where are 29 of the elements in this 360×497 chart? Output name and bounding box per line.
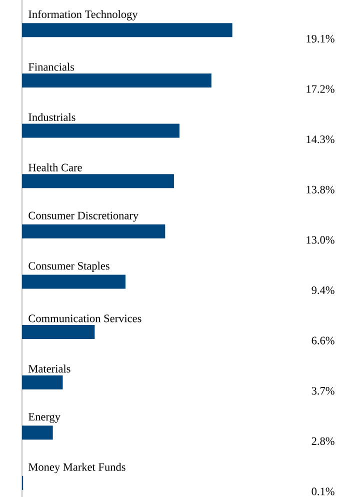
bar — [22, 426, 53, 440]
data-label: 13.0% — [306, 236, 334, 244]
bar — [22, 174, 174, 188]
data-label: 13.8% — [306, 186, 334, 194]
y-tick-label: Industrials — [28, 113, 76, 122]
y-tick-label: Health Care — [28, 163, 82, 172]
y-tick-label: Materials — [28, 364, 70, 373]
bar — [22, 274, 126, 289]
y-tick-label: Financials — [28, 62, 74, 71]
data-label: 0.1% — [312, 488, 334, 496]
data-label: 6.6% — [312, 336, 334, 344]
bar — [22, 23, 232, 38]
data-label: 3.7% — [312, 387, 334, 395]
y-tick-label: Money Market Funds — [28, 462, 126, 474]
data-label: 17.2% — [306, 85, 334, 93]
data-label: 14.3% — [306, 136, 334, 144]
y-tick-label: Energy — [28, 413, 60, 423]
y-tick-label: Consumer Discretionary — [28, 212, 139, 222]
y-tick-label: Communication Services — [28, 314, 142, 322]
y-tick-label: Consumer Staples — [28, 262, 110, 272]
bar — [22, 73, 212, 88]
data-label: 9.4% — [312, 286, 334, 294]
data-label: 2.8% — [312, 437, 334, 445]
bar — [22, 375, 63, 390]
bar — [22, 124, 180, 138]
data-label: 19.1% — [306, 34, 334, 43]
bar — [22, 325, 95, 340]
bar — [22, 224, 166, 238]
y-tick-label: Information Technology — [28, 10, 138, 20]
